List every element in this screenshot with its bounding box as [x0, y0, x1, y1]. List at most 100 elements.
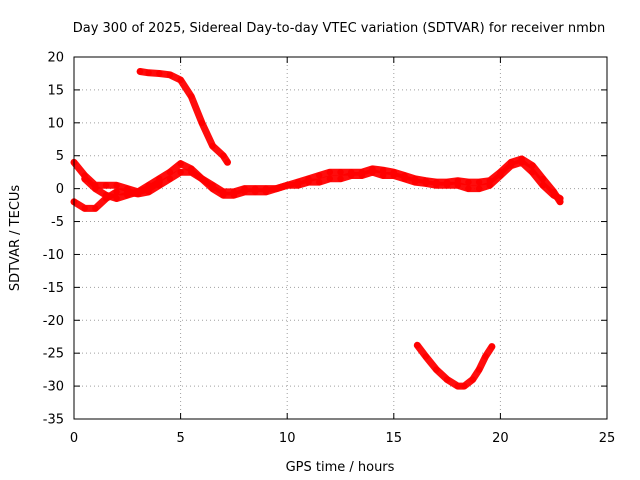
- y-tick-label: -35: [43, 413, 64, 428]
- data-point: [102, 182, 110, 189]
- data-point: [443, 182, 451, 189]
- data-point: [177, 169, 184, 176]
- data-point: [113, 195, 120, 202]
- data-point: [486, 182, 493, 189]
- data-point: [262, 188, 270, 196]
- data-point: [454, 182, 461, 189]
- data-point: [220, 192, 227, 199]
- data-point: [337, 169, 344, 176]
- data-point: [358, 172, 365, 179]
- data-point: [465, 178, 472, 186]
- data-point: [475, 185, 483, 192]
- y-tick-label: -25: [43, 347, 64, 362]
- data-point: [390, 172, 397, 179]
- data-point: [422, 180, 429, 187]
- data-point: [326, 175, 333, 182]
- data-point: [136, 68, 144, 75]
- y-tick-label: -10: [43, 248, 64, 263]
- data-point: [81, 175, 88, 182]
- data-point: [188, 169, 195, 176]
- data-point: [337, 175, 344, 182]
- y-tick-label: 0: [56, 182, 64, 197]
- data-point: [294, 182, 302, 189]
- y-tick-label: 20: [47, 51, 64, 66]
- data-point: [156, 178, 163, 186]
- data-point: [507, 162, 515, 169]
- y-tick-label: 10: [47, 116, 64, 131]
- data-point: [113, 182, 120, 189]
- data-point: [401, 175, 408, 182]
- data-point: [230, 192, 238, 199]
- x-tick-label: 10: [279, 431, 296, 446]
- y-tick-label: -5: [51, 215, 64, 230]
- y-axis-label: SDTVAR / TECUs: [8, 185, 23, 292]
- plot-frame: [73, 56, 608, 420]
- data-series: [70, 68, 564, 390]
- data-point: [92, 205, 99, 212]
- data-point: [209, 185, 216, 192]
- y-tick-label: 5: [56, 149, 64, 164]
- data-point: [124, 192, 131, 199]
- data-point: [348, 172, 355, 179]
- data-point: [369, 169, 376, 176]
- data-point: [518, 159, 525, 166]
- data-point: [252, 188, 259, 196]
- data-point: [433, 366, 440, 373]
- gridlines: [74, 57, 607, 419]
- data-point: [113, 188, 120, 196]
- data-point: [539, 182, 547, 189]
- data-point: [134, 188, 142, 196]
- data-point: [379, 172, 387, 179]
- data-point: [454, 382, 461, 390]
- data-point: [475, 178, 483, 186]
- series-5: [413, 341, 496, 390]
- series-line: [136, 68, 231, 166]
- chart-title: Day 300 of 2025, Sidereal Day-to-day VTE…: [73, 21, 606, 36]
- data-point: [145, 69, 152, 77]
- data-point: [422, 353, 429, 360]
- data-point: [482, 353, 489, 360]
- data-point: [488, 343, 496, 350]
- data-point: [411, 178, 419, 186]
- y-tick-label: -30: [43, 380, 64, 395]
- x-axis-label: GPS time / hours: [286, 460, 395, 475]
- data-point: [316, 172, 323, 179]
- data-point: [81, 205, 88, 212]
- x-tick-label: 15: [386, 431, 403, 446]
- axes: 0 5 10 15 20 25 -35 -30 -25 -20 -15 -10 -5 0 5 10 15 20: [43, 51, 616, 447]
- data-point: [529, 169, 536, 176]
- series-line: [413, 341, 496, 390]
- data-point: [92, 185, 99, 192]
- y-tick-label: -15: [43, 281, 64, 296]
- data-point: [465, 185, 472, 192]
- data-point: [326, 169, 333, 176]
- data-point: [145, 185, 152, 192]
- data-point: [305, 178, 312, 186]
- data-point: [284, 182, 291, 189]
- data-point: [220, 152, 227, 159]
- data-point: [177, 160, 184, 167]
- data-point: [209, 142, 216, 150]
- data-point: [166, 71, 174, 79]
- data-point: [156, 70, 163, 77]
- data-point: [198, 119, 206, 127]
- data-point: [475, 366, 483, 373]
- data-point: [497, 172, 504, 179]
- series-4: [136, 68, 231, 166]
- x-tick-label: 20: [492, 431, 509, 446]
- data-point: [188, 93, 195, 100]
- data-point: [550, 192, 557, 199]
- y-tick-label: -20: [43, 314, 64, 329]
- data-point: [469, 376, 476, 383]
- data-point: [556, 195, 564, 202]
- data-point: [461, 382, 468, 390]
- data-point: [433, 182, 440, 189]
- x-tick-label: 0: [70, 431, 78, 446]
- series-3: [81, 175, 163, 202]
- y-tick-label: 15: [47, 83, 64, 98]
- data-point: [177, 76, 184, 84]
- data-point: [414, 342, 421, 349]
- data-point: [443, 376, 451, 383]
- data-point: [224, 159, 231, 166]
